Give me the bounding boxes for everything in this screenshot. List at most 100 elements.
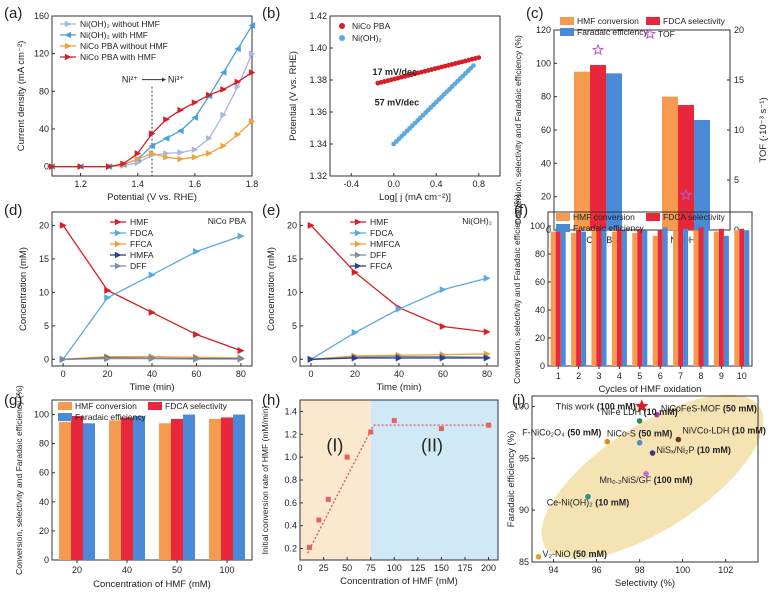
panel-c-legend-label: TOF: [658, 29, 675, 39]
panel-c-legend-swatch: [560, 28, 574, 36]
panel-e-xlabel: Time (min): [376, 382, 421, 393]
panel-c-ytick-label: 80: [541, 92, 551, 102]
panel-d-point: [193, 248, 201, 255]
panel-i-ellipse: [541, 394, 764, 560]
panel-g-bar: [171, 418, 183, 560]
panel-g-bar: [159, 423, 171, 560]
panel-g-xtick-label: 100: [219, 565, 234, 575]
panel-a-point: [163, 153, 170, 161]
panel-d-legend-label: HMF: [130, 217, 148, 227]
panel-f-xlabel: Cycles of HMF oxidation: [599, 384, 702, 395]
panel-label: (e): [262, 202, 280, 219]
panel-b-xtick-label: -0.4: [343, 179, 359, 189]
panel-h-ytick-label: 1.4: [284, 406, 297, 416]
panel-d-ytick-label: 20: [39, 220, 49, 230]
panel-h-point: [316, 517, 322, 523]
panel-h-xtick-label: 25: [319, 563, 329, 573]
panel-d-legend-marker: [114, 262, 122, 270]
panel-d-point: [148, 355, 156, 363]
panel-d-ytick-label: 5: [44, 321, 49, 331]
panel-i-point-conc: (50 mM): [573, 549, 607, 559]
panel-i-xtick-label: 96: [592, 565, 602, 575]
panel-d-title: NiCo PBA: [208, 216, 247, 226]
panel-i-frame: [531, 395, 759, 563]
panel-g-legend-label: Faradaic efficiency: [75, 412, 146, 422]
panel-f-bar: [683, 228, 689, 366]
panel-f-bar: [703, 228, 709, 366]
panel-h-xlabel: Concentration of HMF (mM): [340, 576, 458, 587]
panel-a-legend-marker: [64, 31, 72, 39]
panel-a-point: [177, 155, 185, 163]
panel-b-xtick-label: 0.4: [430, 179, 443, 189]
panel-h-xtick-label: 100: [387, 563, 402, 573]
panel-d-xlabel: Time (min): [129, 382, 174, 393]
panel-b-legend-label: NiCo PBA: [352, 21, 391, 31]
panel-d-point: [148, 271, 156, 279]
panel-c-legend-swatch: [560, 17, 574, 25]
panel-h-point: [344, 454, 350, 460]
panel-g-ytick-label: 60: [39, 468, 49, 478]
panel-i-point-label: NiFe LDH (10 mM): [602, 407, 678, 417]
panel-f-bar: [642, 230, 648, 366]
panel-i-point-conc: (100 mM): [597, 401, 636, 411]
panel-d-point: [237, 232, 245, 240]
panel-c-bar: [662, 96, 678, 231]
panel-h-ytick-label: 0.4: [284, 521, 297, 531]
panel-f-bar: [657, 230, 663, 366]
panel-label: (i): [512, 392, 525, 409]
panel-i-point-conc: (50 mM): [638, 429, 672, 439]
panel-g-ytick-label: 20: [39, 526, 49, 536]
panel-a-point: [220, 86, 227, 93]
panel-c-ytick-label: 120: [536, 25, 551, 35]
panel-b-ylabel: Potential (V vs. RHE): [288, 51, 299, 141]
panel-f-xtick-label: 10: [737, 371, 747, 381]
panel-label: (h): [262, 392, 280, 409]
panel-i-point-conc: (10 mM): [595, 498, 629, 508]
panel-f-xtick-label: 4: [617, 371, 622, 381]
panel-e-ytick-label: 20: [287, 220, 297, 230]
panel-a-xtick-label: 1.6: [189, 179, 202, 189]
panel-e-legend-marker: [354, 251, 362, 259]
panel-e-ytick-label: 0: [292, 354, 297, 364]
panel-g-bar: [209, 418, 221, 560]
panel-b-xlabel: Log[ j (mA cm⁻²)]: [379, 192, 451, 203]
panel-b-point: [471, 63, 476, 68]
panel-i-ylabel: Faradaic efficiency (%): [506, 431, 517, 527]
panel-c-y2tick-label: 20: [734, 25, 744, 35]
panel-e-ytick-label: 5: [292, 321, 297, 331]
panel-a-xlabel: Potential (V vs. RHE): [107, 192, 197, 203]
panel-f-bar: [596, 226, 602, 366]
panel-i-point-label: NiVCo-LDH (10 mM): [682, 426, 766, 436]
panel-h-ytick-label: 1.2: [284, 429, 297, 439]
panel-e-legend-marker: [354, 240, 362, 248]
panel-h-point: [306, 544, 312, 550]
panel-i-point-name: Ce-Ni(OH)₂: [547, 498, 596, 508]
panel-f-bar: [744, 230, 750, 366]
panel-a-point: [206, 150, 213, 157]
panel-h-xtick-label: 125: [410, 563, 425, 573]
panel-c-y2tick-label: 10: [734, 125, 744, 135]
panel-i-point-name: NiCoFeS-MOF: [661, 404, 723, 414]
panel-a-point: [177, 149, 185, 156]
panel-c-ytick-label: 20: [541, 192, 551, 202]
panel-d-legend-label: HMFA: [130, 250, 154, 260]
panel-d-ytick-label: 0: [44, 354, 49, 364]
panel-i-point-conc: (100 mM): [654, 475, 693, 485]
panel-c-bar: [694, 120, 710, 230]
panel-f-ytick-label: 0: [540, 361, 545, 371]
panel-i-point-label: Mn₀.₂NiS/GF (100 mM): [599, 475, 692, 485]
panel-b-legend-marker: [339, 23, 345, 29]
panel-i-xlabel: Selectivity (%): [615, 578, 675, 589]
panel-a-point: [148, 150, 156, 157]
panel-f-xtick-label: 5: [637, 371, 642, 381]
panel-a-legend-label: Ni(OH)₂ with HMF: [80, 30, 148, 40]
panel-i-point-conc: (10 mM): [732, 426, 766, 436]
panel-i-xtick-label: 98: [635, 565, 645, 575]
panel-label: (b): [262, 5, 280, 22]
panel-d-ytick-label: 15: [39, 254, 49, 264]
panel-e-frame: [299, 211, 499, 367]
panel-h-point: [325, 496, 331, 502]
panel-c-tof-star: [591, 43, 605, 56]
panel-i-point: [636, 418, 643, 424]
